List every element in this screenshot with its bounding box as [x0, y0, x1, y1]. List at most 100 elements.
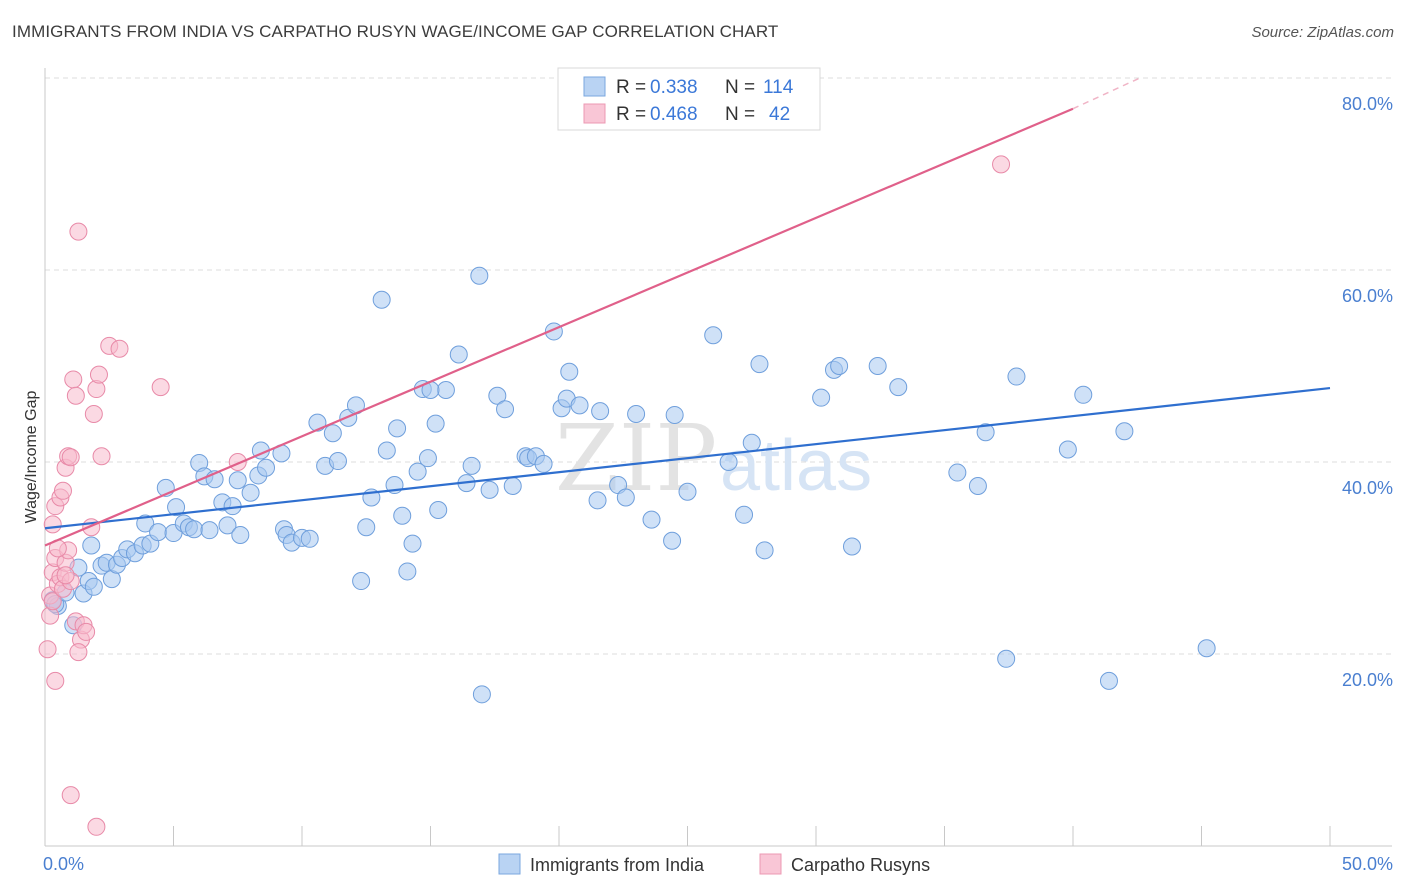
india-point-56: [377, 441, 396, 460]
india-point-74: [503, 477, 522, 495]
series-carpatho-rusyns: [38, 155, 1011, 836]
india-point-67: [449, 345, 468, 364]
axes: [44, 68, 1392, 847]
x-tick-label-0: 0.0%: [43, 854, 84, 874]
india-point-91: [678, 482, 697, 501]
india-point-114: [472, 685, 491, 704]
india-point-52: [352, 572, 371, 591]
y-tick-label-0: 20.0%: [1342, 670, 1393, 690]
chart-title: IMMIGRANTS FROM INDIA VS CARPATHO RUSYN …: [12, 22, 779, 41]
y-axis-title: Wage/Income Gap: [23, 391, 40, 524]
y-tick-label-2: 60.0%: [1342, 286, 1393, 306]
india-point-112: [1115, 422, 1134, 441]
india-point-96: [750, 355, 769, 374]
india-point-34: [228, 471, 247, 490]
india-point-113: [1197, 639, 1216, 658]
rusyn-point-26: [69, 643, 88, 662]
india-point-98: [812, 388, 831, 407]
india-point-53: [357, 518, 376, 537]
source-label: Source: ZipAtlas.com: [1251, 24, 1394, 41]
rusyn-point-41: [992, 155, 1011, 174]
rusyn-point-39: [56, 566, 75, 585]
india-point-94: [735, 505, 754, 524]
watermark-atlas: atlas: [720, 426, 872, 506]
legend-top: R = 0.338 N = 114 R = 0.468 N = 42: [557, 67, 821, 131]
india-point-8: [84, 577, 103, 596]
legend-swatch-rusyn: [583, 103, 606, 124]
india-point-49: [328, 452, 347, 471]
x-tick-label-1: 50.0%: [1342, 854, 1393, 874]
india-point-106: [976, 423, 995, 442]
india-point-97: [755, 541, 774, 560]
india-point-84: [588, 491, 607, 510]
bottom-legend-swatch-rusyn: [759, 853, 782, 875]
india-point-66: [436, 381, 455, 399]
india-point-60: [398, 562, 417, 581]
india-point-83: [591, 402, 610, 421]
bottom-legend-swatch-india: [498, 853, 521, 875]
rusyn-point-25: [77, 622, 96, 641]
rusyn-point-31: [92, 447, 111, 466]
legend-n-label-rusyn: N =: [725, 104, 755, 125]
rusyn-point-16: [53, 481, 72, 500]
rusyn-point-20: [64, 370, 83, 389]
legend-r-value-rusyn: 0.468: [650, 104, 698, 125]
india-point-102: [868, 357, 887, 375]
rusyn-point-30: [89, 365, 108, 384]
legend-n-value-rusyn: 42: [769, 104, 790, 125]
trend-line-rusyn-extension: [1072, 77, 1141, 110]
rusyn-point-33: [110, 339, 129, 358]
india-point-26: [185, 520, 204, 539]
india-point-95: [742, 433, 761, 452]
india-point-82: [560, 362, 579, 381]
india-point-87: [627, 405, 646, 423]
rusyn-point-4: [43, 592, 62, 611]
rusyn-point-6: [43, 515, 62, 534]
india-point-65: [429, 501, 448, 519]
trend-line-india: [44, 386, 1331, 530]
legend-swatch-india: [583, 76, 606, 97]
india-point-29: [200, 521, 219, 540]
india-point-63: [418, 449, 437, 468]
india-point-70: [470, 266, 489, 285]
india-point-58: [388, 419, 407, 438]
rusyn-point-35: [61, 786, 80, 805]
india-point-88: [642, 510, 661, 529]
india-point-104: [948, 463, 967, 482]
rusyn-point-19: [61, 448, 80, 467]
india-point-72: [488, 386, 507, 405]
y-tick-labels: 20.0% 40.0% 60.0% 80.0%: [1342, 94, 1393, 690]
india-point-92: [704, 326, 723, 345]
legend-r-label-india: R =: [616, 77, 646, 98]
india-point-23: [167, 498, 186, 517]
legend-r-value-india: 0.338: [650, 77, 698, 98]
india-point-20: [149, 523, 168, 542]
india-point-105: [968, 477, 987, 495]
y-tick-label-3: 80.0%: [1342, 94, 1393, 114]
india-point-61: [408, 462, 427, 481]
legend-n-value-india: 114: [763, 77, 794, 98]
india-point-32: [218, 516, 237, 535]
india-point-110: [1074, 385, 1093, 404]
india-point-78: [534, 454, 553, 473]
india-point-39: [257, 458, 276, 477]
trend-lines: [44, 77, 1331, 547]
y-tick-label-1: 40.0%: [1342, 478, 1393, 498]
rusyn-point-34: [151, 378, 170, 397]
grid-lines: [45, 77, 1392, 655]
legend-n-label-india: N =: [725, 77, 755, 98]
india-point-36: [241, 483, 260, 502]
india-point-93: [719, 453, 738, 471]
india-point-55: [372, 290, 391, 309]
india-point-59: [393, 506, 412, 525]
india-point-103: [889, 378, 908, 397]
bottom-legend-label-rusyn: Carpatho Rusyns: [791, 855, 930, 875]
india-point-9: [82, 536, 101, 555]
india-point-109: [1058, 440, 1077, 459]
rusyn-point-36: [87, 817, 106, 836]
legend-r-label-rusyn: R =: [616, 104, 646, 125]
india-point-45: [300, 529, 319, 548]
india-point-100: [842, 537, 861, 556]
india-point-64: [426, 414, 445, 433]
